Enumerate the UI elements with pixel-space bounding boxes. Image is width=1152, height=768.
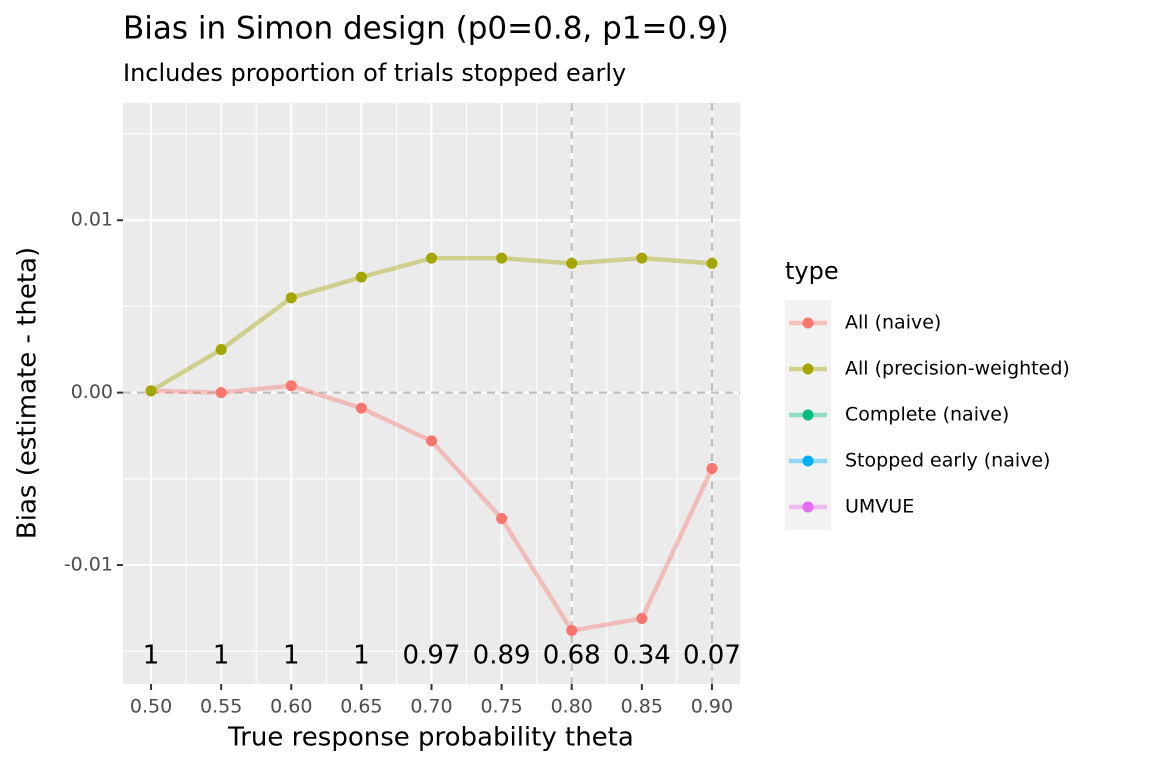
chart-title: Bias in Simon design (p0=0.8, p1=0.9) (123, 11, 729, 47)
x-tick-label: 0.50 (130, 696, 172, 718)
data-point (145, 385, 157, 397)
x-tick-label: 0.80 (551, 696, 593, 718)
data-point (215, 344, 227, 356)
legend-key-point (802, 363, 814, 375)
legend-label: Stopped early (naive) (845, 450, 1050, 472)
legend-key-point (802, 501, 814, 513)
data-point (285, 292, 297, 304)
proportion-label: 0.34 (613, 641, 671, 671)
y-tick-label: -0.01 (64, 554, 113, 576)
data-point (706, 257, 718, 269)
proportion-label: 1 (353, 641, 370, 671)
data-point (636, 252, 648, 264)
x-tick-label: 0.55 (200, 696, 242, 718)
data-point (566, 257, 578, 269)
data-point (215, 387, 227, 399)
data-point (355, 271, 367, 283)
data-point (426, 435, 437, 447)
legend-label: All (naive) (845, 312, 941, 334)
x-tick-label: 0.60 (270, 696, 312, 718)
legend-key-point (802, 317, 814, 329)
data-point (566, 625, 578, 637)
proportion-label: 0.07 (683, 641, 741, 671)
data-point (355, 402, 367, 414)
proportion-label: 0.68 (543, 641, 601, 671)
data-point (706, 462, 718, 474)
y-tick-label: 0.00 (71, 381, 113, 403)
data-point (496, 512, 508, 524)
data-point (285, 380, 297, 392)
data-point (426, 252, 437, 264)
data-point (636, 612, 648, 624)
x-tick-label: 0.75 (480, 696, 522, 718)
proportion-label: 0.89 (473, 641, 531, 671)
y-tick-label: 0.01 (71, 209, 113, 231)
x-tick-label: 0.70 (410, 696, 452, 718)
x-tick-label: 0.90 (691, 696, 733, 718)
y-axis-title: Bias (estimate - theta) (13, 247, 43, 539)
proportion-label: 0.97 (403, 641, 461, 671)
legend-key-point (802, 409, 814, 421)
x-tick-label: 0.85 (621, 696, 663, 718)
legend-title: type (785, 257, 839, 285)
chart-subtitle: Includes proportion of trials stopped ea… (123, 59, 626, 87)
legend-label: All (precision-weighted) (845, 358, 1070, 380)
x-tick-label: 0.65 (340, 696, 382, 718)
data-point (496, 252, 508, 264)
proportion-label: 1 (213, 641, 230, 671)
legend-key-point (802, 455, 814, 467)
legend-label: UMVUE (845, 496, 914, 518)
proportion-label: 1 (283, 641, 300, 671)
legend-label: Complete (naive) (845, 404, 1009, 426)
proportion-label: 1 (143, 641, 160, 671)
x-axis-title: True response probability theta (227, 723, 634, 753)
